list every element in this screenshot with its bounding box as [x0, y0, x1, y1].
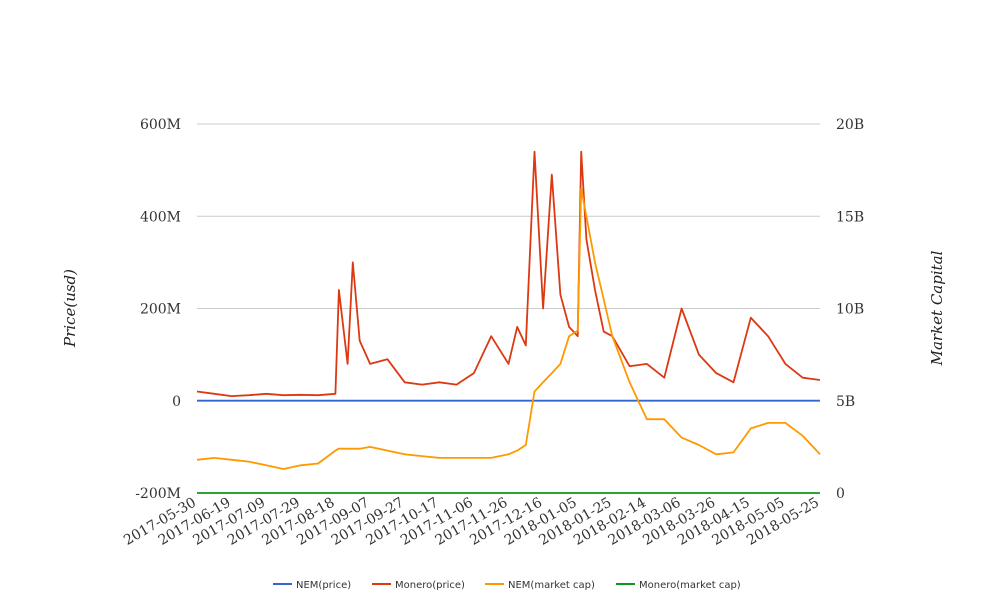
left-tick-label: 600M	[140, 117, 181, 133]
legend-item: NEM(price)	[273, 580, 351, 591]
legend: NEM(price) Monero(price) NEM(market cap) Mo…	[273, 580, 741, 591]
series-line-nem-market-cap	[196, 187, 821, 470]
left-tick-label: -200M	[135, 486, 181, 502]
series-lines	[196, 150, 821, 494]
right-tick-label: 5B	[836, 394, 855, 410]
left-tick-label: 0	[172, 394, 181, 410]
legend-label: NEM(market cap)	[508, 580, 595, 591]
left-tick-label: 400M	[140, 209, 181, 225]
legend-label: NEM(price)	[296, 580, 351, 591]
left-axis-title: Price(usd)	[61, 269, 79, 348]
right-axis-ticks: 20B 15B 10B 5B 0	[836, 117, 864, 502]
left-axis-ticks: 600M 400M 200M 0 -200M	[135, 117, 181, 502]
right-tick-label: 10B	[836, 302, 864, 318]
legend-label: Monero(price)	[395, 580, 465, 591]
series-line-monero-price	[196, 150, 821, 398]
legend-item: Monero(market cap)	[616, 580, 741, 591]
right-tick-label: 15B	[836, 209, 864, 225]
legend-item: Monero(price)	[372, 580, 465, 591]
left-tick-label: 200M	[140, 302, 181, 318]
legend-label: Monero(market cap)	[639, 580, 741, 591]
x-axis-ticks: 2017-05-302017-06-192017-07-092017-07-29…	[121, 495, 822, 549]
right-tick-label: 20B	[836, 117, 864, 133]
legend-item: NEM(market cap)	[485, 580, 595, 591]
gridlines	[197, 123, 820, 494]
right-tick-label: 0	[836, 486, 845, 502]
right-axis-title: Market Capital	[928, 250, 946, 366]
